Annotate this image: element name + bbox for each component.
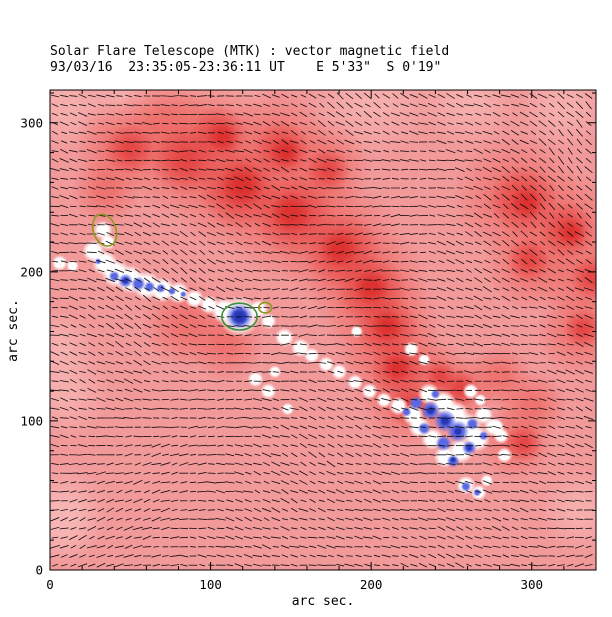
x-tick-label: 0 xyxy=(46,577,54,592)
y-tick-label: 300 xyxy=(20,115,43,131)
y-tick-label: 100 xyxy=(20,413,43,429)
y-tick-label: 0 xyxy=(35,562,43,578)
x-tick-label: 200 xyxy=(359,577,383,592)
x-tick-label: 100 xyxy=(199,577,222,592)
y-axis-label: arc sec. xyxy=(5,298,21,362)
plot-subtitle: 93/03/16 23:35:05-23:36:11 UT E 5'33" S … xyxy=(50,60,442,75)
x-axis-label: arc sec. xyxy=(291,594,355,609)
plot-title: Solar Flare Telescope (MTK) : vector mag… xyxy=(50,44,450,59)
x-tick-label: 300 xyxy=(520,577,544,592)
y-tick-label: 200 xyxy=(20,264,43,280)
